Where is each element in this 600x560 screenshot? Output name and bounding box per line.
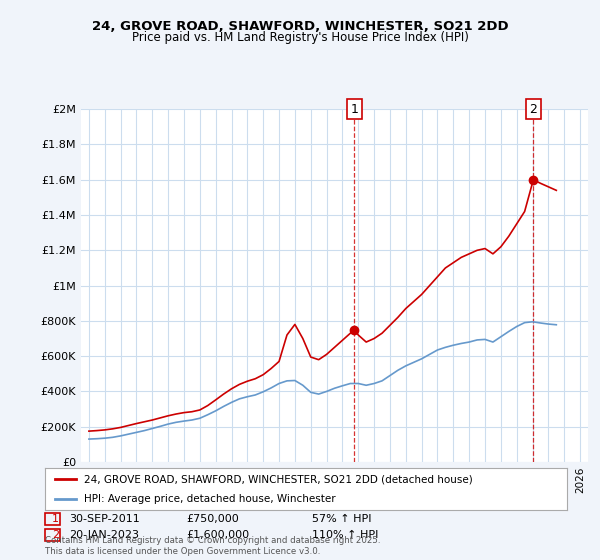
Text: 24, GROVE ROAD, SHAWFORD, WINCHESTER, SO21 2DD (detached house): 24, GROVE ROAD, SHAWFORD, WINCHESTER, SO… xyxy=(84,474,473,484)
Text: 57% ↑ HPI: 57% ↑ HPI xyxy=(312,514,371,524)
Text: HPI: Average price, detached house, Winchester: HPI: Average price, detached house, Winc… xyxy=(84,494,336,504)
Text: 24, GROVE ROAD, SHAWFORD, WINCHESTER, SO21 2DD: 24, GROVE ROAD, SHAWFORD, WINCHESTER, SO… xyxy=(92,20,508,32)
Text: £1,600,000: £1,600,000 xyxy=(186,530,249,540)
Text: 2: 2 xyxy=(52,530,59,540)
Text: 20-JAN-2023: 20-JAN-2023 xyxy=(69,530,139,540)
Text: £750,000: £750,000 xyxy=(186,514,239,524)
Text: Price paid vs. HM Land Registry's House Price Index (HPI): Price paid vs. HM Land Registry's House … xyxy=(131,31,469,44)
Text: 1: 1 xyxy=(350,102,358,116)
Text: 1: 1 xyxy=(52,514,59,524)
Text: 30-SEP-2011: 30-SEP-2011 xyxy=(69,514,140,524)
Text: Contains HM Land Registry data © Crown copyright and database right 2025.
This d: Contains HM Land Registry data © Crown c… xyxy=(45,536,380,556)
Text: 2: 2 xyxy=(529,102,537,116)
Text: 110% ↑ HPI: 110% ↑ HPI xyxy=(312,530,379,540)
